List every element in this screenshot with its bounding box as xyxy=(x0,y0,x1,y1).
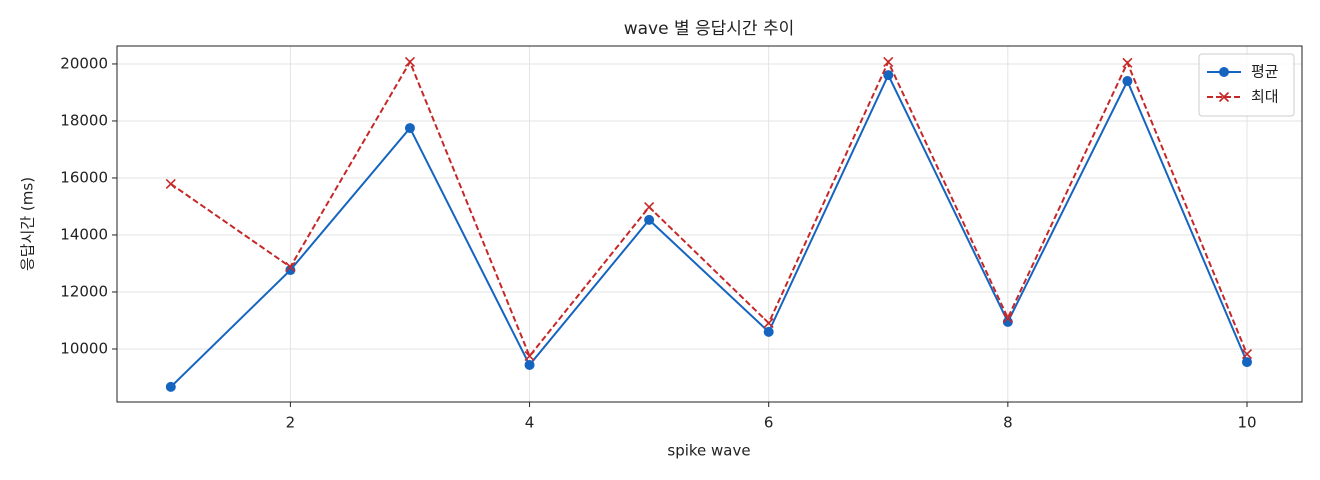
series-line xyxy=(170,72,1248,388)
marker xyxy=(883,56,894,68)
marker xyxy=(404,56,416,68)
marker xyxy=(644,201,655,213)
y-tick-label: 18000 xyxy=(60,111,108,129)
y-tick-label: 20000 xyxy=(60,54,108,72)
legend-label: 최대 xyxy=(1251,88,1279,106)
y-axis-label: 응답시간 (ms) xyxy=(19,177,37,271)
marker xyxy=(883,70,894,81)
marker xyxy=(524,351,535,362)
marker xyxy=(165,381,176,392)
x-tick-label: 2 xyxy=(286,414,296,432)
marker xyxy=(763,317,774,329)
x-tick-label: 4 xyxy=(525,414,535,432)
x-axis-label: spike wave xyxy=(667,442,750,460)
marker xyxy=(644,214,655,225)
marker xyxy=(285,265,296,276)
chart-title: wave 별 응답시간 추이 xyxy=(624,19,795,39)
marker xyxy=(165,178,176,190)
plot xyxy=(165,56,1253,392)
y-tick-label: 14000 xyxy=(60,225,108,243)
x-tick-label: 6 xyxy=(764,414,774,432)
marker xyxy=(1241,349,1253,360)
y-tick-label: 16000 xyxy=(60,168,108,186)
marker xyxy=(1219,67,1229,77)
legend-box xyxy=(1198,53,1295,117)
marker xyxy=(404,123,415,134)
marker xyxy=(524,359,535,370)
legend-label: 평균 xyxy=(1251,63,1279,81)
series-line xyxy=(170,59,1248,359)
plot-frame xyxy=(116,45,1303,403)
marker xyxy=(1002,312,1013,323)
marker xyxy=(1218,91,1230,103)
y-tick-label: 12000 xyxy=(60,282,108,300)
marker xyxy=(1241,357,1252,368)
marker xyxy=(285,261,296,272)
y-tick-label: 10000 xyxy=(60,339,108,357)
marker xyxy=(1122,76,1133,87)
x-tick-label: 8 xyxy=(1003,414,1013,432)
marker xyxy=(763,326,774,337)
marker xyxy=(1122,57,1133,68)
x-tick-label: 10 xyxy=(1237,414,1256,432)
